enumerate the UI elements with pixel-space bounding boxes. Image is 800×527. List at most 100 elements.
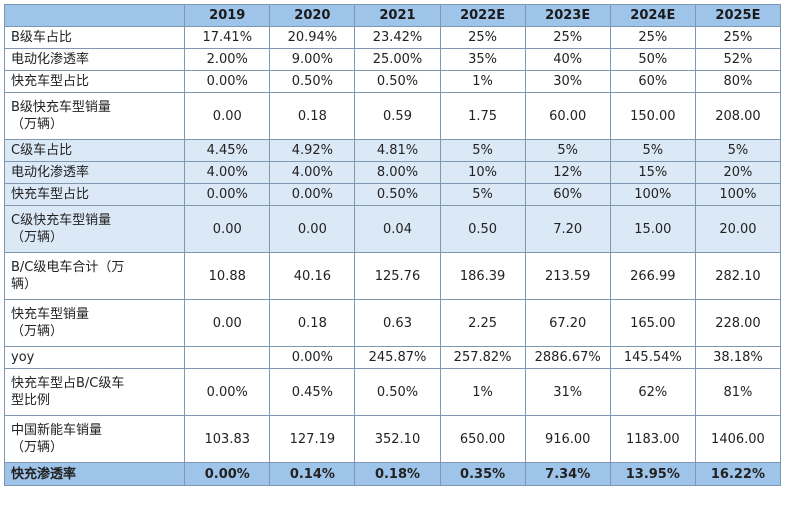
table-cell: 2.25	[439, 299, 526, 347]
table-cell: 30%	[524, 70, 611, 93]
table-cell: 228.00	[694, 299, 782, 347]
table-cell: 40%	[524, 48, 611, 71]
header-cell-year: 2025E	[694, 4, 782, 27]
footer-cell: 16.22%	[694, 462, 782, 486]
footer-cell: 7.34%	[524, 462, 611, 486]
table-cell: 266.99	[609, 252, 696, 300]
table-cell: 5%	[439, 183, 526, 206]
table-cell: 0.00	[184, 92, 271, 140]
table-row: 电动化渗透率 2.00% 9.00% 25.00% 35% 40% 50% 52%	[3, 48, 782, 71]
table-cell: 4.00%	[184, 161, 271, 184]
table-cell: 25%	[609, 26, 696, 49]
table-cell: 17.41%	[184, 26, 271, 49]
table-cell: 8.00%	[354, 161, 441, 184]
table-cell: 100%	[694, 183, 782, 206]
footer-cell: 0.18%	[354, 462, 441, 486]
table-cell: 4.00%	[269, 161, 356, 184]
table-row: B级车占比 17.41% 20.94% 23.42% 25% 25% 25% 25%	[3, 26, 782, 49]
table-cell: 257.82%	[439, 346, 526, 369]
table-cell: 60%	[609, 70, 696, 93]
header-row: 2019 2020 2021 2022E 2023E 2024E 2025E	[3, 4, 782, 27]
table-row: C级快充车型销量 （万辆） 0.00 0.00 0.04 0.50 7.20 15.00 20.…	[3, 205, 782, 253]
table-cell: 0.50%	[354, 183, 441, 206]
table-row: B级快充车型销量 （万辆） 0.00 0.18 0.59 1.75 60.00 150.00 2…	[3, 92, 782, 140]
row-label: 中国新能车销量 （万辆）	[3, 415, 186, 463]
table-row: C级车占比 4.45% 4.92% 4.81% 5% 5% 5% 5%	[3, 139, 782, 162]
table-cell: 1%	[439, 70, 526, 93]
table-row: yoy 0.00% 245.87% 257.82% 2886.67% 145.54% 38.…	[3, 346, 782, 369]
table-row: 快充车型占比 0.00% 0.00% 0.50% 5% 60% 100% 100%	[3, 183, 782, 206]
table-cell: 2.00%	[184, 48, 271, 71]
table-cell: 25%	[694, 26, 782, 49]
table-cell: 186.39	[439, 252, 526, 300]
table-cell: 0.00	[184, 299, 271, 347]
table-cell: 127.19	[269, 415, 356, 463]
table-cell: 165.00	[609, 299, 696, 347]
table-cell: 245.87%	[354, 346, 441, 369]
row-label: B级快充车型销量 （万辆）	[3, 92, 186, 140]
forecast-table: 2019 2020 2021 2022E 2023E 2024E 2025E B…	[3, 4, 782, 486]
row-label: C级车占比	[3, 139, 186, 162]
table-cell: 100%	[609, 183, 696, 206]
table-cell: 40.16	[269, 252, 356, 300]
row-label: 快充车型销量 （万辆）	[3, 299, 186, 347]
table-cell: 0.04	[354, 205, 441, 253]
header-cell-year: 2022E	[439, 4, 526, 27]
header-cell-year: 2024E	[609, 4, 696, 27]
table-cell: 0.00%	[184, 183, 271, 206]
table-cell: 20%	[694, 161, 782, 184]
table-cell: 60.00	[524, 92, 611, 140]
table-cell: 23.42%	[354, 26, 441, 49]
footer-cell: 0.35%	[439, 462, 526, 486]
header-cell-year: 2023E	[524, 4, 611, 27]
table-cell: 1%	[439, 368, 526, 416]
header-cell-year: 2021	[354, 4, 441, 27]
table-cell: 0.59	[354, 92, 441, 140]
footer-cell: 13.95%	[609, 462, 696, 486]
row-label: 快充车型占比	[3, 70, 186, 93]
table-cell: 50%	[609, 48, 696, 71]
row-label: 快充车型占比	[3, 183, 186, 206]
table-cell: 5%	[609, 139, 696, 162]
table-row: 快充车型占比 0.00% 0.50% 0.50% 1% 30% 60% 80%	[3, 70, 782, 93]
table-cell: 9.00%	[269, 48, 356, 71]
row-label: C级快充车型销量 （万辆）	[3, 205, 186, 253]
table-cell: 25%	[524, 26, 611, 49]
row-label: yoy	[3, 346, 186, 369]
table-cell: 5%	[694, 139, 782, 162]
table-cell: 208.00	[694, 92, 782, 140]
table-cell: 4.45%	[184, 139, 271, 162]
header-cell-corner	[3, 4, 186, 27]
table-cell: 0.00%	[184, 70, 271, 93]
table-cell: 1183.00	[609, 415, 696, 463]
table-cell: 145.54%	[609, 346, 696, 369]
table-cell: 2886.67%	[524, 346, 611, 369]
table-cell: 0.18	[269, 92, 356, 140]
table-cell: 25%	[439, 26, 526, 49]
table-cell	[184, 346, 271, 369]
table-cell: 213.59	[524, 252, 611, 300]
row-label: 快充车型占B/C级车 型比例	[3, 368, 186, 416]
table-cell: 0.00	[184, 205, 271, 253]
table-cell: 0.00%	[269, 183, 356, 206]
table-cell: 67.20	[524, 299, 611, 347]
table-cell: 80%	[694, 70, 782, 93]
table-cell: 25.00%	[354, 48, 441, 71]
table-cell: 20.94%	[269, 26, 356, 49]
row-label: 电动化渗透率	[3, 48, 186, 71]
table-cell: 10%	[439, 161, 526, 184]
table-cell: 15%	[609, 161, 696, 184]
table-cell: 0.00	[269, 205, 356, 253]
table-cell: 5%	[524, 139, 611, 162]
table-row: 中国新能车销量 （万辆） 103.83 127.19 352.10 650.00 916.0…	[3, 415, 782, 463]
table-cell: 35%	[439, 48, 526, 71]
table-cell: 916.00	[524, 415, 611, 463]
table-cell: 0.00%	[269, 346, 356, 369]
table-cell: 31%	[524, 368, 611, 416]
table-row: 电动化渗透率 4.00% 4.00% 8.00% 10% 12% 15% 20%	[3, 161, 782, 184]
table-cell: 1.75	[439, 92, 526, 140]
table-cell: 1406.00	[694, 415, 782, 463]
table-cell: 125.76	[354, 252, 441, 300]
table-cell: 81%	[694, 368, 782, 416]
footer-row: 快充渗透率 0.00% 0.14% 0.18% 0.35% 7.34% 13.9…	[3, 462, 782, 486]
